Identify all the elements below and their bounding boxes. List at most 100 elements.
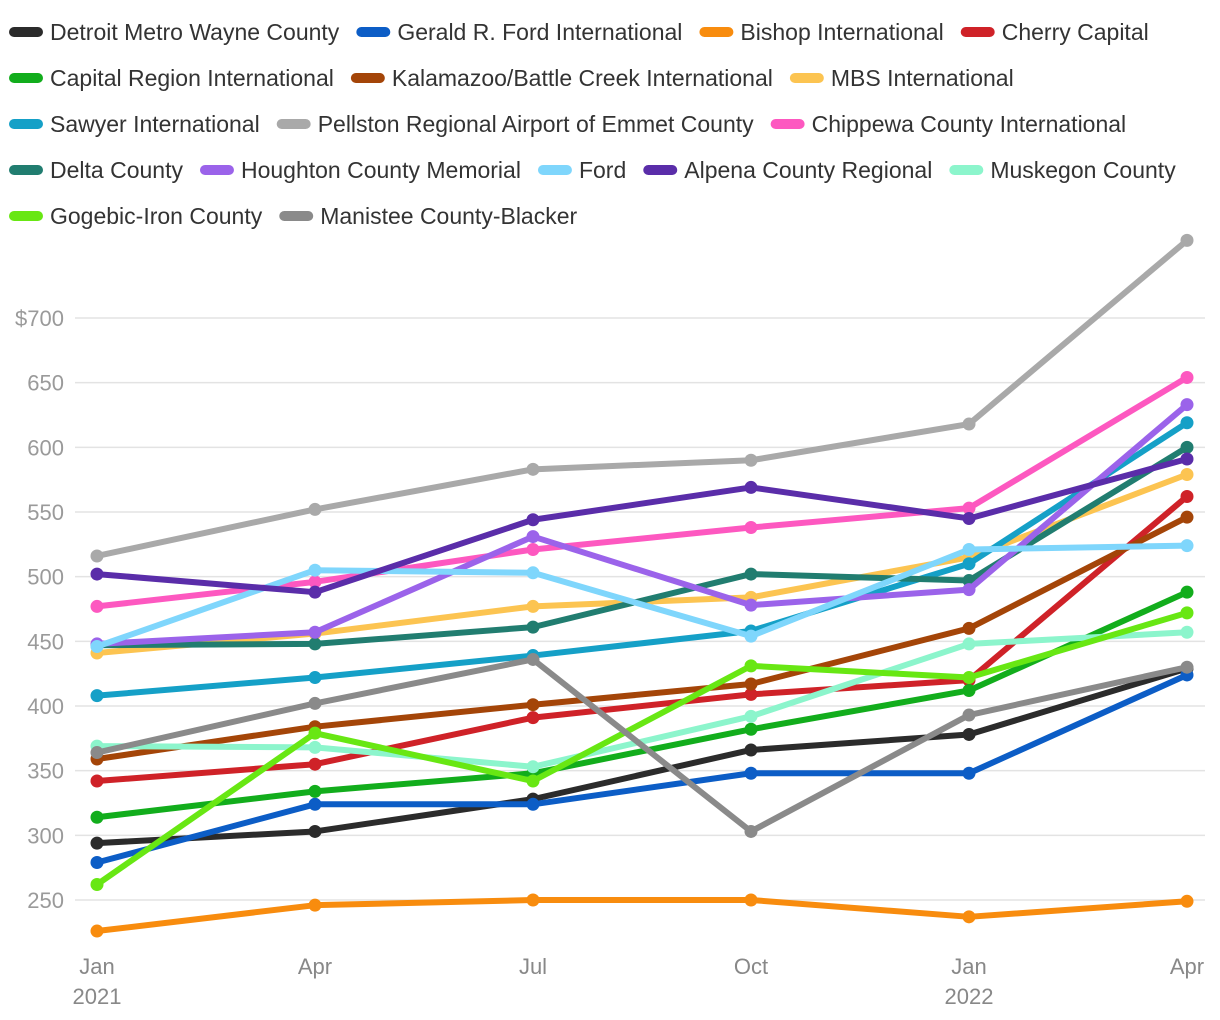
legend-item-gogebic-iron-county: Gogebic-Iron County (9, 203, 263, 229)
series-capital-region-international (90, 585, 1194, 824)
y-axis-tick-labels: 250 300 350 400 450 500 550 600 650 $700 (15, 306, 64, 913)
data-point (526, 530, 540, 544)
gridlines (75, 317, 1205, 901)
data-point (526, 599, 540, 613)
x-axis-tick-labels: Jan 2021 Apr Jul Oct Jan 2022 Apr (73, 954, 1205, 1009)
data-point (308, 637, 322, 651)
data-point (526, 620, 540, 634)
legend-item-mbs-international: MBS International (789, 65, 1014, 91)
legend-item-ford: Ford (537, 157, 626, 183)
data-point (90, 567, 104, 581)
data-point (308, 740, 322, 754)
legend-label: Capital Region International (50, 65, 334, 91)
data-point (526, 774, 540, 788)
series-manistee-county-blacker (90, 652, 1194, 838)
x-tick-label: Apr (1170, 954, 1204, 979)
data-point (308, 575, 322, 589)
series-gogebic-iron-county (90, 606, 1194, 891)
data-point (744, 521, 758, 535)
legend-item-bishop-international: Bishop International (699, 19, 944, 45)
series-line (94, 542, 1190, 650)
data-point (308, 585, 322, 599)
series-line (94, 401, 1190, 647)
data-point (526, 711, 540, 725)
y-tick-label: $700 (15, 306, 64, 331)
legend: Detroit Metro Wayne County Gerald R. Ford… (9, 19, 1176, 229)
data-point (526, 893, 540, 907)
data-point (1180, 452, 1194, 466)
y-tick-label: 300 (27, 823, 64, 848)
series-line (94, 609, 1190, 888)
data-point (744, 659, 758, 673)
data-point (744, 629, 758, 643)
data-point (90, 774, 104, 788)
series-line (94, 671, 1190, 866)
y-tick-label: 250 (27, 888, 64, 913)
legend-label: Manistee County-Blacker (320, 203, 577, 229)
data-point (526, 462, 540, 476)
legend-item-manistee-county-blacker: Manistee County-Blacker (279, 203, 578, 229)
x-tick-label: Jan (951, 954, 986, 979)
series-line (94, 419, 1190, 699)
data-point (744, 687, 758, 701)
series-sawyer-international (90, 416, 1194, 703)
legend-item-gerald-r-ford-international: Gerald R. Ford International (356, 19, 682, 45)
data-point (90, 689, 104, 703)
data-point (744, 766, 758, 780)
data-point (962, 637, 976, 651)
series-line (94, 897, 1190, 935)
data-point (526, 652, 540, 666)
data-point (308, 726, 322, 740)
data-point (962, 910, 976, 924)
data-point (90, 924, 104, 938)
legend-item-delta-county: Delta County (9, 157, 183, 183)
data-point (1180, 894, 1194, 908)
legend-label: Cherry Capital (1002, 19, 1149, 45)
legend-label: Kalamazoo/Battle Creek International (392, 65, 773, 91)
series-line (94, 237, 1190, 559)
legend-label: Gerald R. Ford International (397, 19, 682, 45)
legend-item-muskegon-county: Muskegon County (949, 157, 1176, 183)
y-tick-label: 600 (27, 435, 64, 460)
legend-label: Muskegon County (990, 157, 1176, 183)
data-point (1180, 440, 1194, 454)
data-point (1180, 510, 1194, 524)
data-point (744, 480, 758, 494)
legend-label: Pellston Regional Airport of Emmet Count… (318, 111, 754, 137)
data-point (1180, 606, 1194, 620)
series-line (94, 629, 1190, 770)
data-point (744, 722, 758, 736)
legend-label: Sawyer International (50, 111, 260, 137)
data-point (744, 709, 758, 723)
data-point (744, 453, 758, 467)
series-line (94, 493, 1190, 785)
x-tick-year-label: 2021 (73, 984, 122, 1009)
data-point (1180, 585, 1194, 599)
data-point (744, 824, 758, 838)
legend-item-pellston-regional-airport-of-emmet-county: Pellston Regional Airport of Emmet Count… (276, 111, 754, 137)
y-tick-label: 550 (27, 500, 64, 525)
data-point (90, 599, 104, 613)
legend-item-kalamazoo-battle-creek-international: Kalamazoo/Battle Creek International (350, 65, 773, 91)
legend-item-alpena-county-regional: Alpena County Regional (643, 157, 932, 183)
series-line (94, 455, 1190, 596)
data-point (90, 810, 104, 824)
data-point (526, 543, 540, 557)
x-tick-label: Jan (79, 954, 114, 979)
legend-item-sawyer-international: Sawyer International (9, 111, 260, 137)
data-point (1180, 489, 1194, 503)
x-tick-year-label: 2022 (945, 984, 994, 1009)
data-point (962, 683, 976, 697)
legend-label: MBS International (831, 65, 1014, 91)
data-point (1180, 539, 1194, 553)
data-point (962, 621, 976, 635)
series-line (94, 514, 1190, 763)
data-point (90, 549, 104, 563)
data-point (526, 797, 540, 811)
series-alpena-county-regional (90, 452, 1194, 599)
data-point (962, 501, 976, 515)
series-bishop-international (90, 893, 1194, 938)
data-point (526, 566, 540, 580)
data-point (962, 511, 976, 525)
data-point (526, 760, 540, 774)
